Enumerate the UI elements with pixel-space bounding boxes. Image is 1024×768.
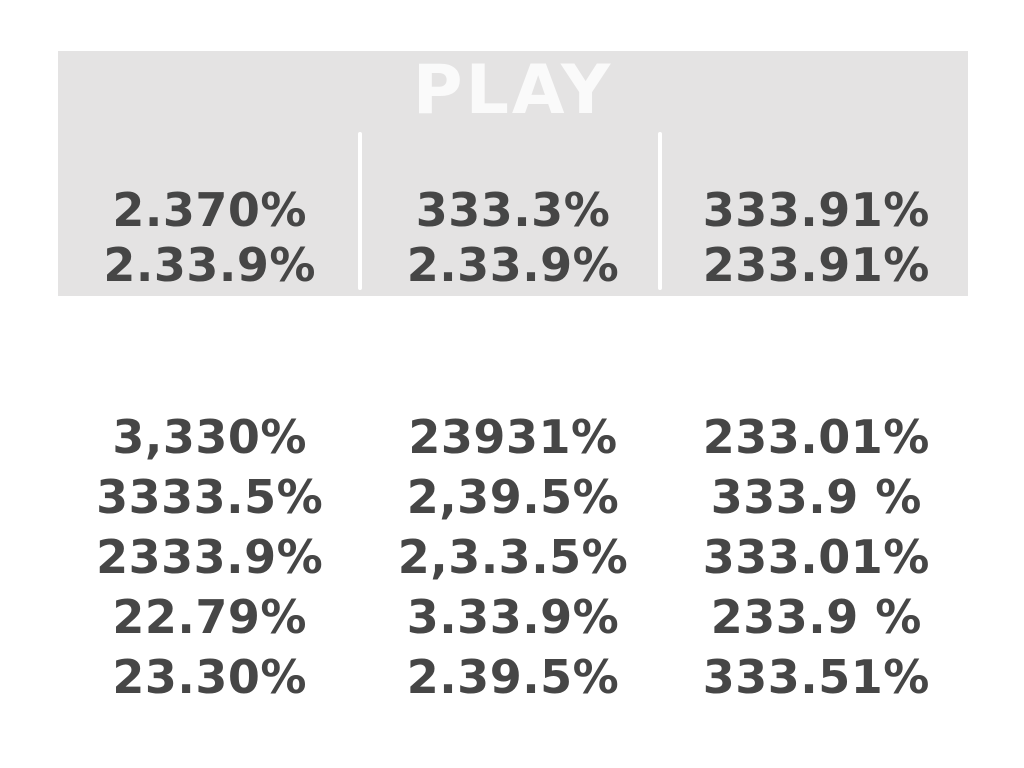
- body-value-r3c1: 2333.9%: [96, 530, 324, 584]
- vertical-divider-right: [658, 132, 662, 290]
- body-value-r3c2: 2,3.3.5%: [397, 530, 629, 584]
- header-value-r1c2: 333.3%: [415, 182, 611, 237]
- header-values-grid: 2.370% 333.3% 333.91% 2.33.9% 2.33.9% 23…: [58, 182, 968, 292]
- body-value-r5c3: 333.51%: [702, 650, 930, 704]
- header-value-r1c1: 2.370%: [112, 182, 307, 237]
- body-value-r1c2: 23931%: [408, 410, 618, 464]
- body-values-grid: 3,330% 23931% 233.01% 3333.5% 2,39.5% 33…: [58, 407, 968, 707]
- header-value-r2c1: 2.33.9%: [103, 237, 316, 292]
- vertical-divider-left: [358, 132, 362, 290]
- body-value-r2c2: 2,39.5%: [406, 470, 620, 524]
- body-value-r5c1: 23.30%: [112, 650, 307, 704]
- body-value-r3c3: 333.01%: [702, 530, 930, 584]
- body-value-r4c1: 22.79%: [112, 590, 307, 644]
- header-value-r2c2: 2.33.9%: [406, 237, 620, 292]
- play-panel: PLAY 2.370% 333.3% 333.91% 2.33.9% 2.33.…: [58, 51, 968, 296]
- body-value-r1c3: 233.01%: [702, 410, 930, 464]
- body-value-r2c3: 333.9 %: [710, 470, 922, 524]
- body-value-r4c3: 233.9 %: [710, 590, 922, 644]
- header-value-r1c3: 333.91%: [702, 182, 930, 237]
- body-value-r1c1: 3,330%: [112, 410, 307, 464]
- body-value-r4c2: 3.33.9%: [406, 590, 620, 644]
- body-value-r5c2: 2.39.5%: [406, 650, 620, 704]
- header-value-r2c3: 233.91%: [702, 237, 930, 292]
- panel-title: PLAY: [412, 51, 614, 130]
- body-value-r2c1: 3333.5%: [96, 470, 324, 524]
